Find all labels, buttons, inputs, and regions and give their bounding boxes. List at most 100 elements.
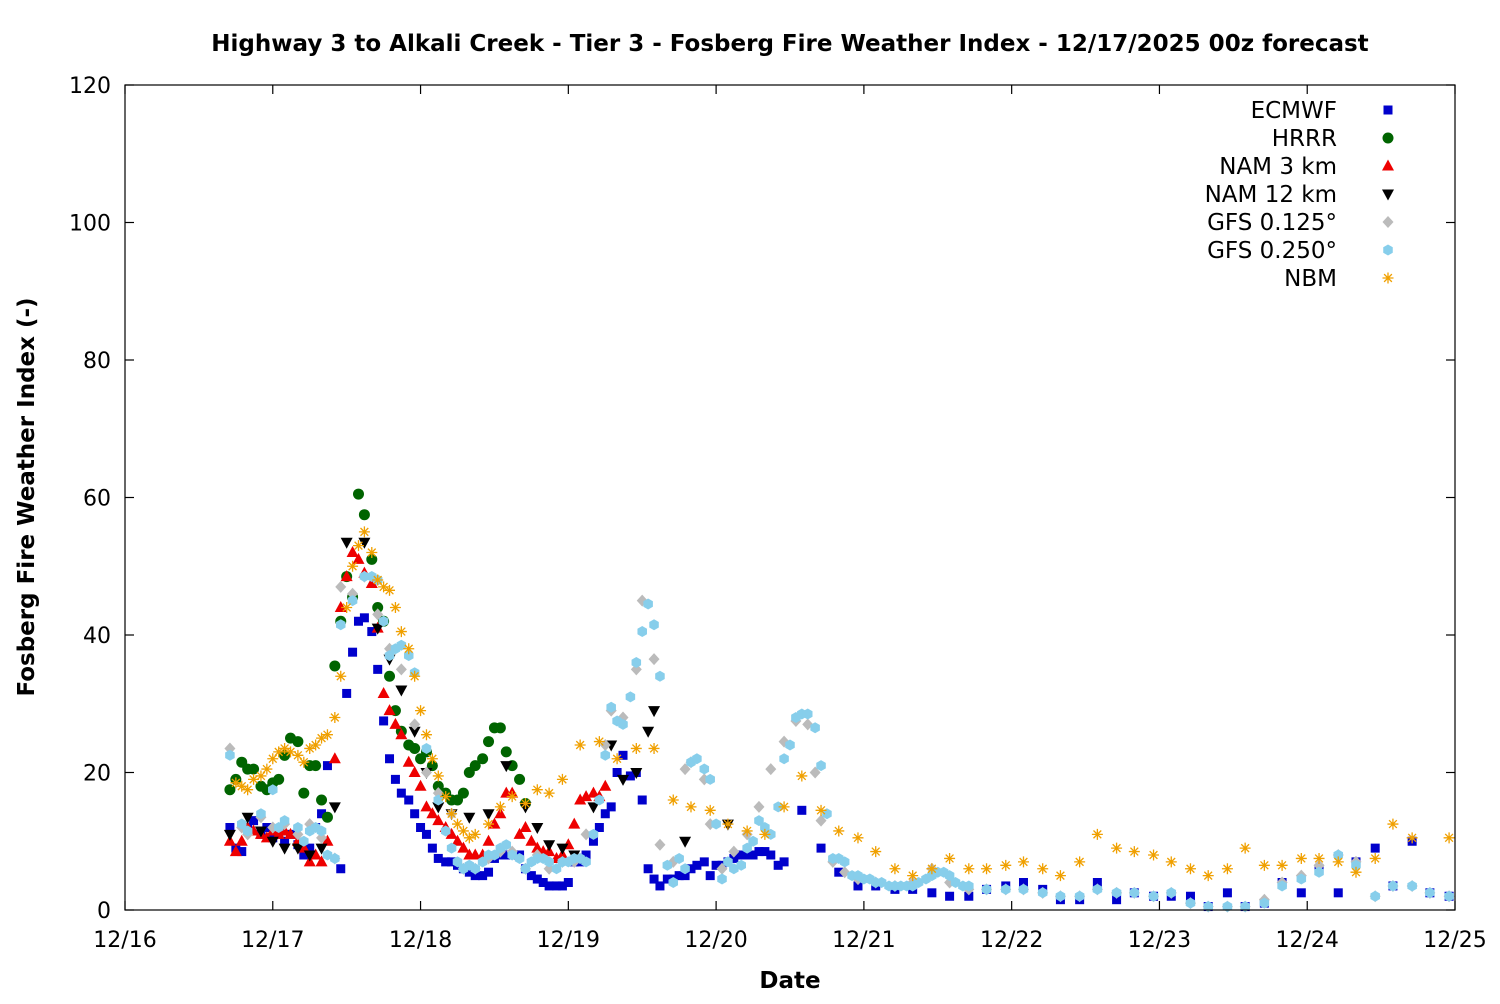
data-point [379,716,389,726]
data-point [833,825,845,837]
data-point [1351,859,1361,871]
data-point [273,746,285,758]
data-point [1276,859,1288,871]
data-point [457,841,470,853]
data-point [907,870,919,882]
data-point [273,773,285,785]
data-point [1054,870,1066,882]
data-point [1074,856,1086,868]
data-point [643,864,653,874]
data-point [452,818,463,830]
data-point [1148,849,1160,861]
data-point [366,547,378,558]
data-point [810,722,820,734]
data-point [389,717,402,729]
data-point [359,613,369,623]
data-point [587,802,600,814]
data-point [1018,883,1029,895]
data-point [249,816,259,826]
data-point [631,657,642,668]
data-point [457,787,469,799]
data-point [316,825,327,837]
data-point [544,856,554,868]
data-point [385,754,395,764]
data-point [255,770,267,782]
data-point [261,763,273,775]
data-point [395,663,407,676]
data-point [484,867,494,877]
data-point [340,570,353,582]
x-tick-label: 12/16 [93,928,156,953]
data-point [981,883,992,895]
data-point [556,773,568,785]
data-point [292,736,304,748]
y-tick-label: 20 [83,762,111,787]
data-point [926,863,938,875]
data-point [1240,901,1250,913]
data-point [463,832,475,844]
data-point [395,728,408,740]
data-point [297,841,310,853]
x-tick-label: 12/17 [241,928,304,953]
data-point [293,822,303,833]
data-point [395,626,407,638]
legend-item: GFS 0.250° [1207,238,1393,264]
data-point [655,670,665,682]
legend-label: ECMWF [1251,98,1337,124]
data-point [366,553,378,565]
data-point [1129,887,1140,899]
data-point [372,608,384,621]
data-point [699,857,709,867]
data-point [403,650,414,662]
data-point [236,818,247,830]
data-point [1184,863,1196,875]
data-point [433,853,443,863]
legend-marker [1382,272,1394,284]
x-tick-label: 12/23 [1128,928,1191,953]
data-point [618,718,628,730]
data-point [310,739,322,751]
data-point [494,801,506,813]
data-point [396,788,406,798]
data-point [736,859,746,871]
data-point [322,849,333,861]
data-point [600,749,611,761]
data-point [280,836,290,846]
data-point [637,795,647,805]
data-point [514,852,525,864]
data-point [729,863,739,875]
data-point [834,867,844,877]
data-point [1387,818,1399,830]
data-point [588,836,598,846]
data-point [1296,888,1306,898]
data-point [358,526,370,538]
data-point [945,891,955,901]
data-point [963,863,975,875]
data-point [309,848,322,860]
data-point [643,598,653,610]
data-point [754,847,764,857]
data-point [494,722,506,734]
data-point [303,850,316,862]
data-point [410,809,420,819]
data-point [447,857,457,867]
chart-title: Highway 3 to Alkali Creek - Tier 3 - Fos… [211,31,1368,57]
data-point [594,823,604,832]
data-point [581,856,591,868]
data-point [268,784,278,796]
data-point [421,829,431,839]
data-point [1444,890,1454,902]
legend-item: ECMWF [1251,98,1393,124]
data-point [557,881,567,891]
data-point [464,867,474,877]
data-point [981,863,993,875]
data-point [692,860,702,870]
data-point [760,847,770,857]
data-point [816,843,826,853]
data-point [722,818,734,830]
data-point [426,807,439,819]
data-point [531,823,544,834]
data-point [242,784,254,796]
data-point [292,749,304,761]
y-tick-label: 120 [69,74,111,99]
